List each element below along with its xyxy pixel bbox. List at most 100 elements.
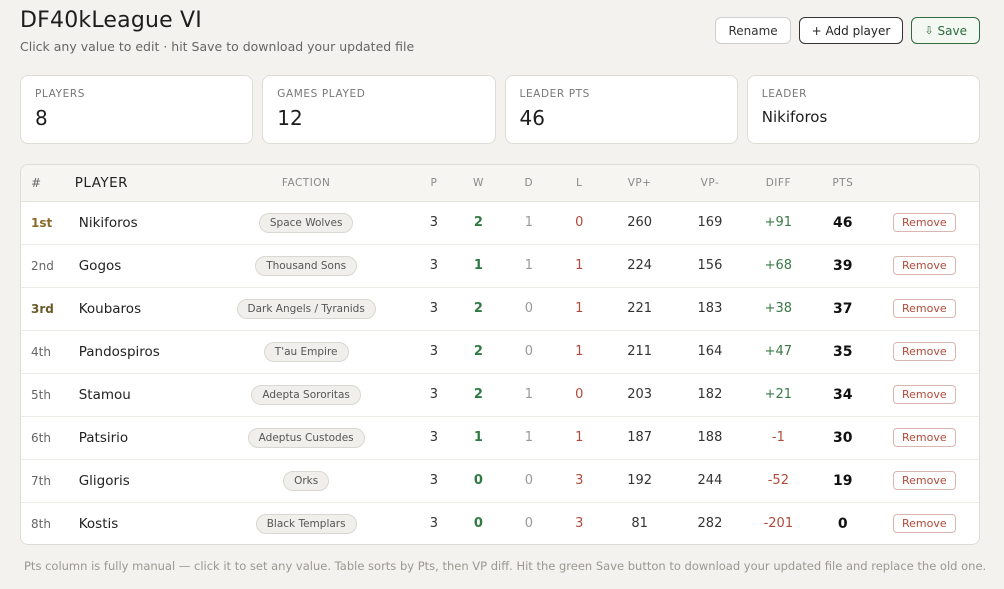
column-header-p: P [430, 176, 438, 189]
draws-cell[interactable]: 0 [524, 473, 533, 488]
played-cell[interactable]: 3 [429, 344, 439, 359]
vp-plus-cell[interactable]: 260 [627, 215, 653, 230]
stat-card-leader: LEADER Nikiforos [746, 75, 980, 144]
wins-cell[interactable]: 2 [473, 387, 483, 402]
played-cell[interactable]: 3 [429, 430, 439, 445]
vp-plus-cell[interactable]: 221 [627, 301, 653, 316]
table-row: 1st Nikiforos Space Wolves 3 2 1 0 260 1… [21, 201, 979, 244]
faction-badge[interactable]: Adeptus Custodes [247, 427, 365, 448]
faction-badge[interactable]: Orks [283, 470, 330, 491]
played-cell[interactable]: 3 [429, 387, 439, 402]
losses-cell[interactable]: 1 [575, 430, 584, 445]
faction-badge[interactable]: Adepta Sororitas [251, 384, 361, 405]
vp-minus-cell[interactable]: 188 [697, 430, 723, 445]
remove-button[interactable]: Remove [892, 428, 956, 447]
draws-cell[interactable]: 1 [524, 387, 533, 402]
footer-note: Pts column is fully manual — click it to… [24, 559, 987, 573]
vp-plus-cell[interactable]: 81 [631, 516, 648, 532]
remove-button[interactable]: Remove [892, 256, 956, 275]
wins-cell[interactable]: 1 [473, 430, 483, 445]
losses-cell[interactable]: 1 [575, 258, 584, 273]
played-cell[interactable]: 3 [429, 301, 439, 316]
draws-cell[interactable]: 0 [524, 344, 533, 359]
draws-cell[interactable]: 1 [524, 258, 533, 273]
remove-button[interactable]: Remove [892, 299, 956, 318]
player-name-cell[interactable]: Gligoris [78, 472, 130, 489]
column-header-vp-plus: VP+ [627, 176, 652, 189]
pts-cell[interactable]: 19 [833, 472, 853, 489]
pts-cell[interactable]: 0 [837, 515, 848, 532]
wins-cell[interactable]: 1 [473, 258, 483, 273]
download-icon: ⇩ [924, 24, 934, 37]
pts-cell[interactable]: 46 [833, 214, 853, 231]
rename-button[interactable]: Rename [715, 17, 791, 44]
pts-cell[interactable]: 35 [833, 343, 853, 360]
wins-cell[interactable]: 2 [473, 301, 483, 316]
vp-minus-cell[interactable]: 244 [697, 473, 723, 488]
draws-cell[interactable]: 0 [524, 301, 533, 316]
remove-button[interactable]: Remove [892, 514, 956, 534]
pts-cell[interactable]: 39 [833, 257, 853, 274]
faction-cell: Orks [202, 459, 410, 502]
pts-cell[interactable]: 34 [833, 386, 853, 403]
vp-plus-cell[interactable]: 192 [627, 473, 653, 488]
vp-minus-cell[interactable]: 156 [697, 258, 723, 273]
losses-cell[interactable]: 3 [575, 516, 584, 532]
faction-badge[interactable]: Black Templars [255, 513, 357, 534]
vp-minus-cell[interactable]: 169 [697, 215, 723, 230]
remove-button[interactable]: Remove [892, 471, 956, 490]
faction-cell: Dark Angels / Tyranids [202, 287, 410, 330]
played-cell[interactable]: 3 [429, 473, 439, 488]
page-title[interactable]: DF40kLeague VI [20, 8, 202, 33]
wins-cell[interactable]: 2 [473, 344, 483, 359]
player-name-cell[interactable]: Pandospiros [78, 343, 160, 360]
draws-cell[interactable]: 1 [524, 430, 533, 445]
player-name-cell[interactable]: Koubaros [78, 300, 142, 317]
vp-minus-cell[interactable]: 183 [697, 301, 723, 316]
losses-cell[interactable]: 1 [575, 301, 584, 316]
rank-cell: 5th [31, 387, 51, 402]
player-name-cell[interactable]: Stamou [78, 386, 131, 403]
faction-badge[interactable]: T'au Empire [263, 341, 349, 362]
player-name-cell[interactable]: Nikiforos [78, 214, 138, 231]
pts-cell[interactable]: 30 [833, 429, 853, 446]
add-player-button[interactable]: + Add player [798, 17, 904, 44]
played-cell[interactable]: 3 [429, 258, 439, 273]
played-cell[interactable]: 3 [429, 215, 439, 230]
draws-cell[interactable]: 0 [524, 516, 533, 532]
save-button[interactable]: ⇩ Save [911, 17, 980, 44]
losses-cell[interactable]: 0 [575, 387, 584, 402]
vp-plus-cell[interactable]: 203 [627, 387, 653, 402]
wins-cell[interactable]: 2 [473, 215, 483, 230]
faction-badge[interactable]: Thousand Sons [255, 255, 358, 276]
player-name-cell[interactable]: Gogos [78, 257, 122, 274]
losses-cell[interactable]: 3 [575, 473, 584, 488]
vp-minus-cell[interactable]: 282 [697, 516, 723, 532]
faction-badge[interactable]: Space Wolves [258, 212, 354, 233]
player-name-cell[interactable]: Kostis [78, 515, 119, 532]
remove-button[interactable]: Remove [892, 213, 956, 232]
wins-cell[interactable]: 0 [473, 473, 483, 488]
remove-button[interactable]: Remove [892, 385, 956, 404]
rank-cell: 3rd [31, 301, 54, 316]
stat-value: 8 [35, 106, 48, 130]
losses-cell[interactable]: 0 [575, 215, 584, 230]
column-header-w: W [472, 176, 484, 189]
draws-cell[interactable]: 1 [524, 215, 533, 230]
vp-plus-cell[interactable]: 224 [627, 258, 653, 273]
vp-plus-cell[interactable]: 187 [627, 430, 653, 445]
vp-plus-cell[interactable]: 211 [627, 344, 653, 359]
remove-button[interactable]: Remove [892, 342, 956, 361]
faction-badge[interactable]: Dark Angels / Tyranids [236, 298, 376, 319]
vp-minus-cell[interactable]: 164 [697, 344, 723, 359]
vp-minus-cell[interactable]: 182 [697, 387, 723, 402]
table-row: 4th Pandospiros T'au Empire 3 2 0 1 211 … [21, 330, 979, 373]
wins-cell[interactable]: 0 [473, 516, 483, 532]
played-cell[interactable]: 3 [429, 516, 439, 532]
column-header-d: D [524, 176, 534, 189]
player-name-cell[interactable]: Patsirio [78, 429, 129, 446]
losses-cell[interactable]: 1 [575, 344, 584, 359]
table-row: 8th Kostis Black Templars 3 0 0 3 81 282… [21, 502, 979, 544]
pts-cell[interactable]: 37 [833, 300, 853, 317]
save-button-label: Save [937, 23, 967, 38]
